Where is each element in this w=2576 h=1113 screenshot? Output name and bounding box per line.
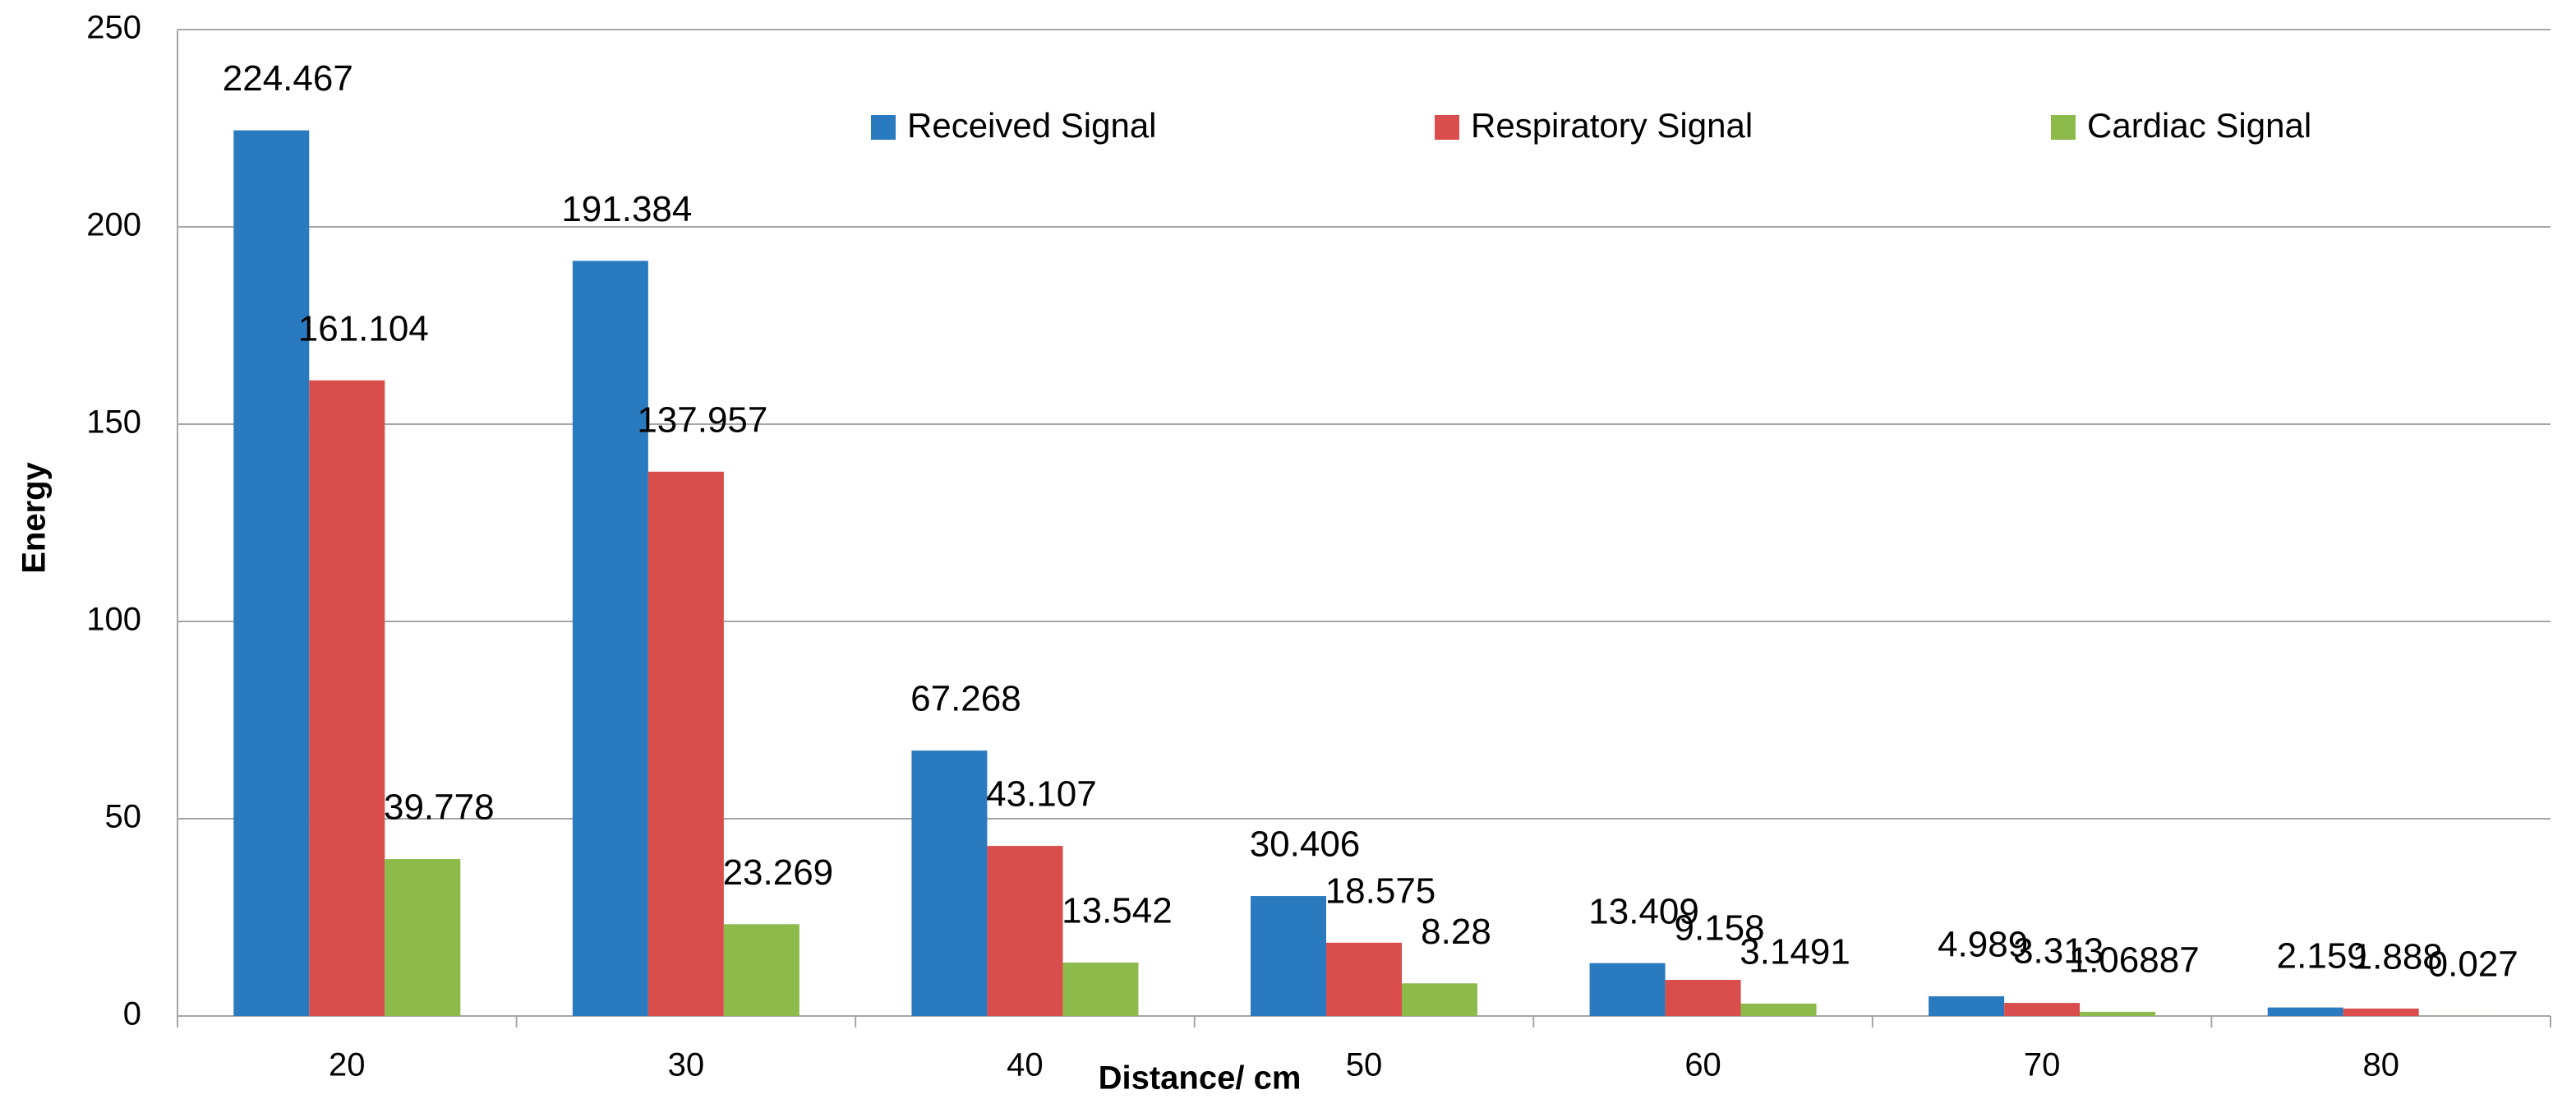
bar	[2267, 1007, 2343, 1016]
data-label: 0.027	[2428, 944, 2518, 984]
x-tick-label: 80	[2362, 1047, 2399, 1083]
bar	[911, 750, 988, 1016]
x-tick-label: 70	[2024, 1047, 2061, 1083]
data-label: 161.104	[298, 308, 429, 349]
data-label: 224.467	[223, 58, 353, 99]
bar	[572, 261, 648, 1016]
bar	[1062, 962, 1139, 1016]
data-label: 1.888	[2353, 937, 2443, 977]
bar	[1740, 1003, 1817, 1016]
legend-label: Respiratory Signal	[1471, 106, 1753, 145]
bar	[1589, 963, 1666, 1016]
data-label: 4.989	[1938, 925, 2028, 965]
data-label: 8.28	[1421, 912, 1491, 952]
y-axis-title: Energy	[16, 461, 53, 573]
legend-swatch	[1435, 115, 1459, 140]
y-tick-label: 0	[123, 996, 141, 1032]
y-tick-label: 250	[86, 10, 141, 46]
bar	[309, 380, 385, 1016]
x-tick-label: 40	[1007, 1047, 1044, 1083]
bar	[1402, 983, 1477, 1016]
data-label: 3.1491	[1740, 932, 1850, 972]
data-label: 39.778	[384, 787, 495, 828]
data-label: 23.269	[723, 852, 834, 893]
bar	[723, 924, 800, 1016]
data-label: 18.575	[1325, 871, 1436, 911]
bar	[1665, 980, 1741, 1016]
y-tick-label: 100	[86, 602, 141, 638]
x-tick-label: 30	[668, 1047, 705, 1083]
y-tick-label: 50	[105, 799, 142, 835]
data-label: 9.158	[1675, 908, 1765, 949]
data-label: 3.313	[2013, 931, 2104, 972]
bar	[2343, 1008, 2419, 1016]
bar	[233, 130, 310, 1017]
data-label: 30.406	[1250, 824, 1361, 865]
bar	[2080, 1011, 2156, 1016]
data-label: 191.384	[561, 189, 692, 229]
data-label: 13.409	[1588, 891, 1699, 931]
x-tick-label: 20	[329, 1047, 366, 1083]
bar	[1251, 896, 1326, 1016]
legend-label: Received Signal	[907, 106, 1157, 145]
legend-swatch	[871, 115, 896, 140]
legend-label: Cardiac Signal	[2087, 106, 2311, 145]
bar	[987, 846, 1063, 1016]
bar	[385, 859, 461, 1016]
data-label: 2.159	[2277, 935, 2367, 976]
data-label: 1.06887	[2069, 940, 2200, 980]
bar	[2004, 1003, 2081, 1016]
legend-swatch	[2051, 115, 2076, 140]
data-label: 43.107	[986, 774, 1097, 815]
bar	[1326, 942, 1402, 1016]
x-tick-label: 60	[1684, 1047, 1721, 1083]
bar	[647, 471, 724, 1016]
data-label: 13.542	[1062, 891, 1173, 931]
x-tick-label: 50	[1346, 1047, 1383, 1083]
data-label: 137.957	[637, 399, 767, 440]
data-label: 67.268	[910, 679, 1021, 719]
x-axis-title: Distance/ cm	[1099, 1060, 1302, 1097]
y-tick-label: 150	[86, 404, 141, 441]
bar	[1929, 996, 2005, 1016]
y-tick-label: 200	[86, 207, 141, 243]
